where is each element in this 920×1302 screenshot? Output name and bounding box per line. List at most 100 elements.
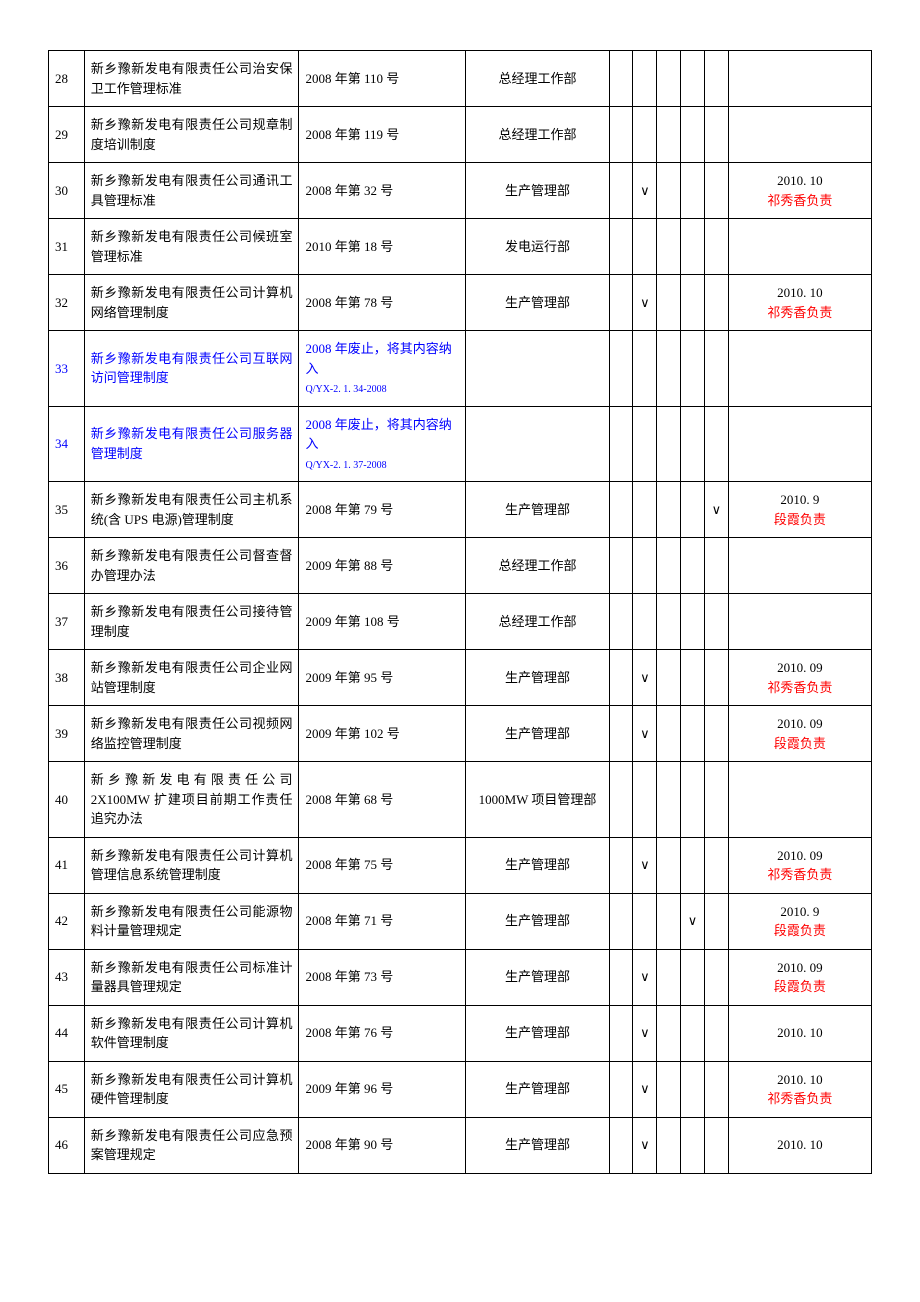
note xyxy=(728,762,871,838)
note xyxy=(728,219,871,275)
check-col-2 xyxy=(657,949,681,1005)
row-number: 28 xyxy=(49,51,85,107)
check-col-1 xyxy=(633,107,657,163)
department: 1000MW 项目管理部 xyxy=(466,762,609,838)
check-col-2 xyxy=(657,163,681,219)
department: 总经理工作部 xyxy=(466,107,609,163)
row-number: 36 xyxy=(49,538,85,594)
note-date: 2010. 10 xyxy=(735,1135,865,1155)
document-number: 2009 年第 88 号 xyxy=(299,538,466,594)
regulation-name: 新乡豫新发电有限责任公司计算机管理信息系统管理制度 xyxy=(84,837,299,893)
regulation-name: 新乡豫新发电有限责任公司服务器管理制度 xyxy=(84,406,299,482)
note-date: 2010. 09 xyxy=(735,658,865,678)
note xyxy=(728,538,871,594)
note-date: 2010. 09 xyxy=(735,714,865,734)
check-col-1: ∨ xyxy=(633,949,657,1005)
document-number: 2009 年第 96 号 xyxy=(299,1061,466,1117)
department: 生产管理部 xyxy=(466,163,609,219)
check-col-2 xyxy=(657,219,681,275)
check-col-2 xyxy=(657,331,681,407)
check-col-3 xyxy=(681,837,705,893)
check-col-4 xyxy=(704,706,728,762)
check-col-3 xyxy=(681,406,705,482)
note-person: 段霞负责 xyxy=(735,921,865,941)
note: 2010. 9段霞负责 xyxy=(728,482,871,538)
department: 生产管理部 xyxy=(466,482,609,538)
check-col-1 xyxy=(633,893,657,949)
table-row: 29新乡豫新发电有限责任公司规章制度培训制度2008 年第 119 号总经理工作… xyxy=(49,107,872,163)
note-person: 祁秀香负责 xyxy=(735,303,865,323)
check-col-0 xyxy=(609,1061,633,1117)
check-col-1: ∨ xyxy=(633,650,657,706)
document-number: 2008 年第 78 号 xyxy=(299,275,466,331)
note-person: 段霞负责 xyxy=(735,734,865,754)
regulation-name: 新乡豫新发电有限责任公司标准计量器具管理规定 xyxy=(84,949,299,1005)
check-col-4 xyxy=(704,949,728,1005)
check-col-3 xyxy=(681,706,705,762)
note-person: 祁秀香负责 xyxy=(735,1089,865,1109)
row-number: 39 xyxy=(49,706,85,762)
note-person: 祁秀香负责 xyxy=(735,865,865,885)
department: 总经理工作部 xyxy=(466,51,609,107)
table-row: 30新乡豫新发电有限责任公司通讯工具管理标准2008 年第 32 号生产管理部∨… xyxy=(49,163,872,219)
check-col-3 xyxy=(681,1117,705,1173)
regulation-name: 新乡豫新发电有限责任公司计算机硬件管理制度 xyxy=(84,1061,299,1117)
document-number: 2008 年第 110 号 xyxy=(299,51,466,107)
table-row: 38新乡豫新发电有限责任公司企业网站管理制度2009 年第 95 号生产管理部∨… xyxy=(49,650,872,706)
check-col-1 xyxy=(633,762,657,838)
check-col-4 xyxy=(704,406,728,482)
check-col-3 xyxy=(681,331,705,407)
note: 2010. 09祁秀香负责 xyxy=(728,837,871,893)
doc-text: 2008 年废止，将其内容纳入 xyxy=(305,415,459,454)
row-number: 33 xyxy=(49,331,85,407)
regulation-name: 新乡豫新发电有限责任公司接待管理制度 xyxy=(84,594,299,650)
check-col-4 xyxy=(704,650,728,706)
check-col-4 xyxy=(704,219,728,275)
check-col-0 xyxy=(609,893,633,949)
note-date: 2010. 9 xyxy=(735,902,865,922)
check-col-2 xyxy=(657,1005,681,1061)
document-number: 2010 年第 18 号 xyxy=(299,219,466,275)
check-col-0 xyxy=(609,406,633,482)
check-col-3 xyxy=(681,1061,705,1117)
document-number: 2008 年第 79 号 xyxy=(299,482,466,538)
note-date: 2010. 09 xyxy=(735,958,865,978)
check-col-3 xyxy=(681,762,705,838)
check-col-1 xyxy=(633,482,657,538)
table-row: 36新乡豫新发电有限责任公司督查督办管理办法2009 年第 88 号总经理工作部 xyxy=(49,538,872,594)
check-col-3 xyxy=(681,482,705,538)
note-date: 2010. 09 xyxy=(735,846,865,866)
row-number: 38 xyxy=(49,650,85,706)
row-number: 34 xyxy=(49,406,85,482)
document-number: 2008 年第 68 号 xyxy=(299,762,466,838)
note: 2010. 09段霞负责 xyxy=(728,706,871,762)
table-row: 28新乡豫新发电有限责任公司治安保卫工作管理标准2008 年第 110 号总经理… xyxy=(49,51,872,107)
note: 2010. 10祁秀香负责 xyxy=(728,275,871,331)
regulation-name: 新乡豫新发电有限责任公司计算机软件管理制度 xyxy=(84,1005,299,1061)
check-col-1: ∨ xyxy=(633,1117,657,1173)
department: 生产管理部 xyxy=(466,1061,609,1117)
note: 2010. 10祁秀香负责 xyxy=(728,1061,871,1117)
table-row: 33新乡豫新发电有限责任公司互联网访问管理制度2008 年废止，将其内容纳入Q/… xyxy=(49,331,872,407)
check-col-2 xyxy=(657,706,681,762)
regulation-name: 新乡豫新发电有限责任公司能源物料计量管理规定 xyxy=(84,893,299,949)
check-col-1 xyxy=(633,51,657,107)
document-number: 2008 年废止，将其内容纳入Q/YX-2. 1. 34-2008 xyxy=(299,331,466,407)
check-col-1: ∨ xyxy=(633,163,657,219)
regulation-name: 新乡豫新发电有限责任公司互联网访问管理制度 xyxy=(84,331,299,407)
department: 生产管理部 xyxy=(466,275,609,331)
check-col-2 xyxy=(657,538,681,594)
check-col-4 xyxy=(704,107,728,163)
department: 生产管理部 xyxy=(466,1005,609,1061)
department xyxy=(466,406,609,482)
row-number: 30 xyxy=(49,163,85,219)
check-col-3 xyxy=(681,51,705,107)
check-col-3 xyxy=(681,949,705,1005)
check-col-1: ∨ xyxy=(633,275,657,331)
row-number: 29 xyxy=(49,107,85,163)
table-row: 34新乡豫新发电有限责任公司服务器管理制度2008 年废止，将其内容纳入Q/YX… xyxy=(49,406,872,482)
department xyxy=(466,331,609,407)
check-col-0 xyxy=(609,51,633,107)
document-number: 2009 年第 108 号 xyxy=(299,594,466,650)
table-row: 32新乡豫新发电有限责任公司计算机网络管理制度2008 年第 78 号生产管理部… xyxy=(49,275,872,331)
